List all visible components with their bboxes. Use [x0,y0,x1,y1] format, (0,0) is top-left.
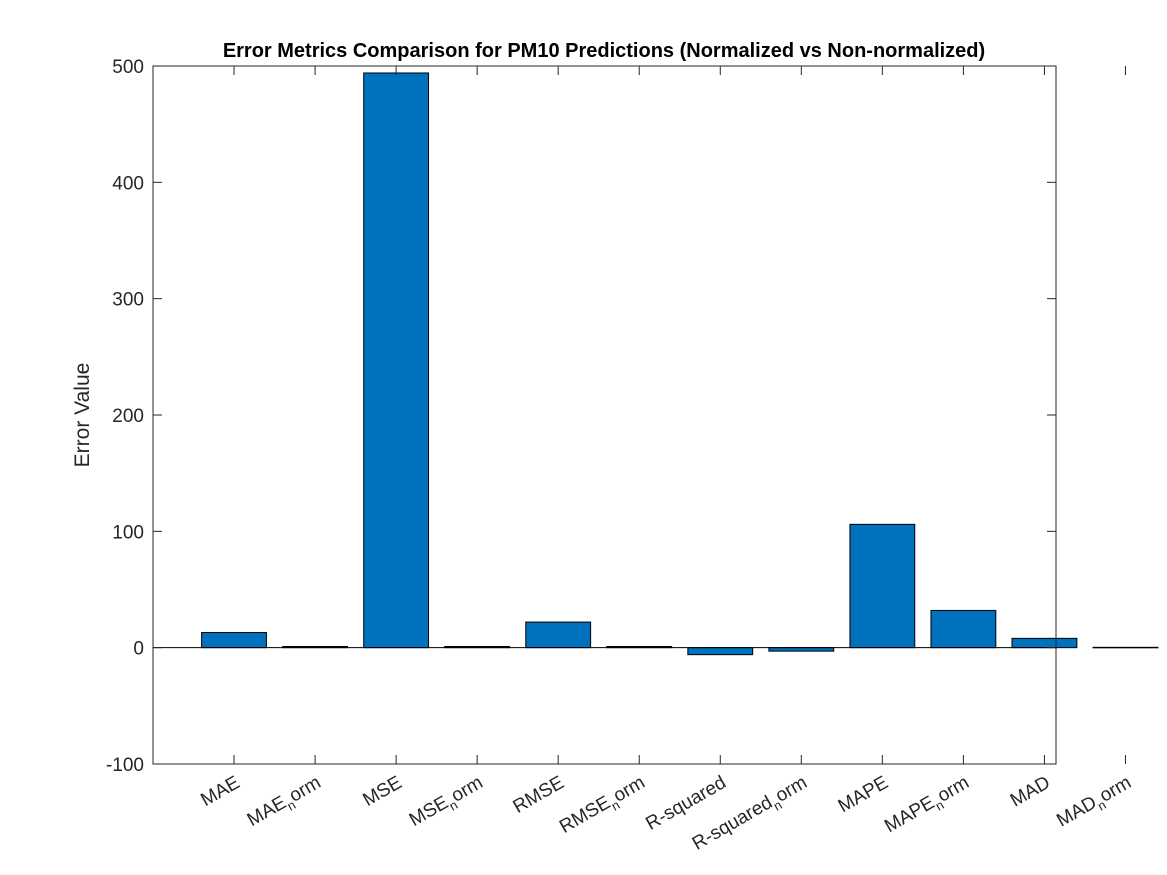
y-axis-label: Error Value [71,363,94,468]
y-tick-label: 300 [112,290,144,311]
bar [201,632,267,649]
y-tick-label: -100 [106,755,144,776]
x-tick-label: MAPE [835,772,892,817]
bar [849,523,916,649]
y-tick-label: 400 [112,173,144,194]
bar [1011,637,1078,649]
x-tick-label: MSE [359,772,405,811]
bar [930,609,997,649]
y-tick-label: 0 [133,639,144,660]
y-tick-label: 500 [112,57,144,78]
bar [687,647,754,656]
x-tick-label: MADnorm [1053,772,1137,835]
bar [1092,646,1159,649]
bar [363,72,430,649]
x-tick-label: MAEnorm [244,772,327,834]
x-tick-label: RMSEnorm [556,772,651,841]
x-tick-label: MAE [197,772,243,811]
bars-layer [201,72,1159,656]
y-ticks: -100 0 100 200 300 400 500 [106,57,1056,776]
x-tick-label: RMSE [510,772,568,818]
bar [525,621,592,649]
y-tick-label: 100 [112,522,144,543]
y-tick-label: 200 [112,406,144,427]
chart-title: Error Metrics Comparison for PM10 Predic… [223,40,985,62]
x-tick-label: MSEnorm [406,772,489,834]
bar [768,647,835,652]
x-tick-label: MAPEnorm [881,772,975,841]
plot-frame [152,65,1057,765]
x-tick-label: MAD [1007,772,1054,811]
